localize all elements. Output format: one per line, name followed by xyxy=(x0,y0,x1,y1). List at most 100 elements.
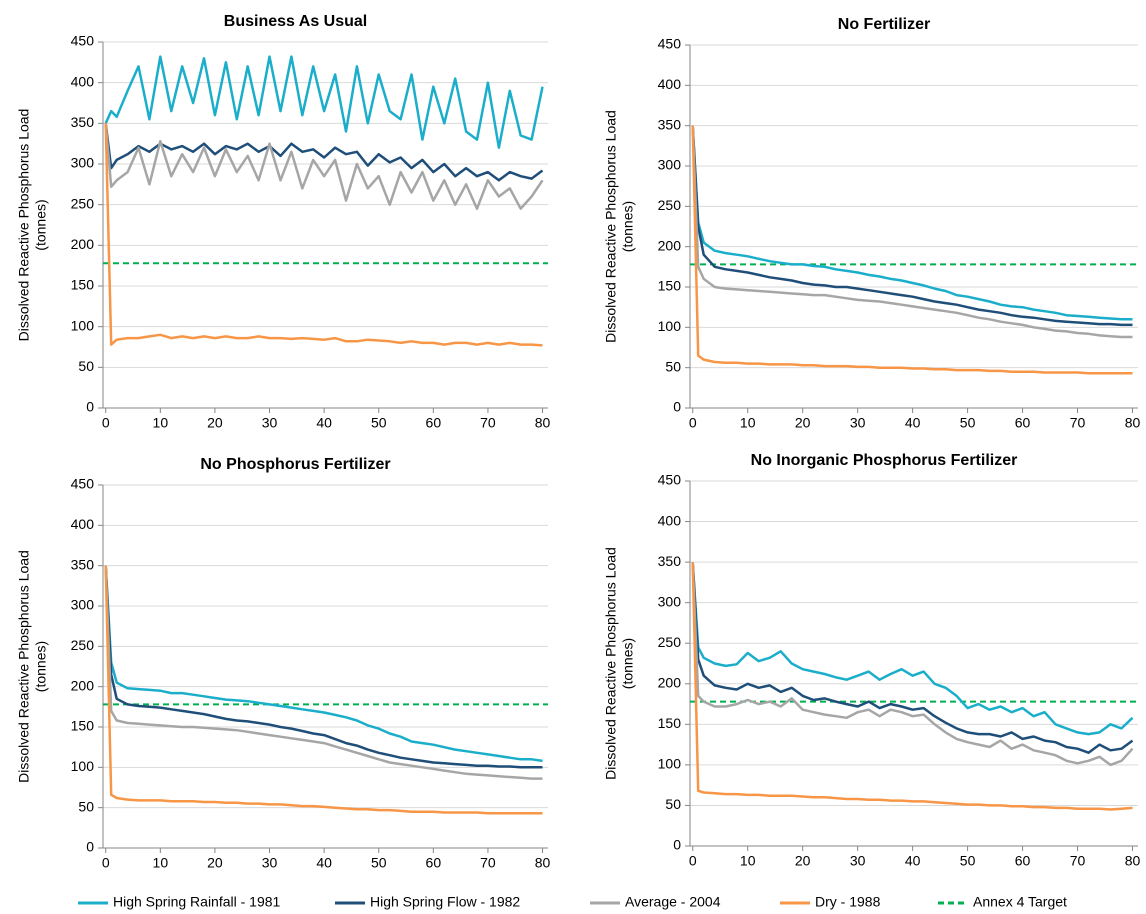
y-tick-label: 250 xyxy=(658,634,682,650)
y-tick-label: 0 xyxy=(86,839,94,855)
y-axis-label: (tonnes) xyxy=(620,638,636,689)
legend-label: Dry - 1988 xyxy=(815,894,881,910)
series-line: Dry - 1988 xyxy=(691,125,1133,375)
x-tick-label: 60 xyxy=(426,415,442,431)
legend-label: Annex 4 Target xyxy=(973,894,1067,910)
x-tick-label: 70 xyxy=(480,415,496,431)
y-tick-label: 400 xyxy=(71,516,95,532)
y-tick-label: 50 xyxy=(665,358,681,374)
y-axis-label: Dissolved Reactive Phosphorus Load xyxy=(603,547,619,780)
series-line: Dry - 1988 xyxy=(691,562,1133,811)
y-axis-label: Dissolved Reactive Phosphorus Load xyxy=(603,110,619,343)
series-line: High Spring Rainfall - 1981 xyxy=(691,125,1133,321)
x-tick-label: 40 xyxy=(316,855,332,871)
x-tick-label: 20 xyxy=(795,415,811,431)
y-tick-label: 0 xyxy=(673,399,681,415)
series-line: Average - 2004 xyxy=(691,125,1133,339)
x-tick-label: 30 xyxy=(262,855,278,871)
x-tick-label: 10 xyxy=(740,853,756,869)
y-tick-label: 400 xyxy=(658,512,682,528)
y-tick-label: 450 xyxy=(658,472,682,488)
x-tick-label: 80 xyxy=(535,855,551,871)
y-tick-label: 200 xyxy=(658,237,682,253)
legend-label: High Spring Rainfall - 1981 xyxy=(113,894,281,910)
x-tick-label: 10 xyxy=(740,415,756,431)
y-tick-label: 50 xyxy=(665,796,681,812)
x-tick-label: 0 xyxy=(102,855,110,871)
series-line: High Spring Flow - 1982 xyxy=(104,565,543,769)
x-tick-label: 60 xyxy=(1015,853,1031,869)
x-tick-label: 70 xyxy=(1070,853,1086,869)
y-tick-label: 100 xyxy=(71,758,95,774)
y-tick-label: 350 xyxy=(658,553,682,569)
x-tick-label: 30 xyxy=(262,415,278,431)
y-tick-label: 300 xyxy=(71,597,95,613)
series-line: Dry - 1988 xyxy=(104,565,543,815)
x-tick-label: 30 xyxy=(850,853,866,869)
series-line: High Spring Flow - 1982 xyxy=(691,125,1133,327)
x-tick-label: 80 xyxy=(535,415,551,431)
x-tick-label: 40 xyxy=(905,853,921,869)
y-tick-label: 350 xyxy=(71,556,95,572)
x-tick-label: 50 xyxy=(960,415,976,431)
y-tick-label: 200 xyxy=(658,674,682,690)
x-tick-label: 40 xyxy=(316,415,332,431)
y-tick-label: 50 xyxy=(78,358,94,374)
y-tick-label: 150 xyxy=(71,718,95,734)
x-tick-label: 80 xyxy=(1125,853,1141,869)
y-tick-label: 150 xyxy=(658,715,682,731)
series-line xyxy=(104,55,544,149)
y-tick-label: 200 xyxy=(71,677,95,693)
y-axis-label: (tonnes) xyxy=(33,641,49,692)
y-tick-label: 450 xyxy=(71,476,95,492)
x-tick-label: 10 xyxy=(153,855,169,871)
x-tick-label: 80 xyxy=(1125,415,1141,431)
y-tick-label: 250 xyxy=(71,195,95,211)
x-tick-label: 70 xyxy=(480,855,496,871)
x-tick-label: 20 xyxy=(207,855,223,871)
y-tick-label: 350 xyxy=(71,114,95,130)
y-tick-label: 0 xyxy=(673,837,681,853)
y-tick-label: 400 xyxy=(71,73,95,89)
y-tick-label: 300 xyxy=(658,593,682,609)
y-axis-label: (tonnes) xyxy=(620,201,636,252)
y-axis-label: Dissolved Reactive Phosphorus Load xyxy=(16,550,32,783)
y-tick-label: 300 xyxy=(71,155,95,171)
x-tick-label: 20 xyxy=(207,415,223,431)
chart-title: Business As Usual xyxy=(224,13,367,30)
y-axis-label: Dissolved Reactive Phosphorus Load xyxy=(16,109,32,342)
series-line: High Spring Flow - 1982 xyxy=(691,562,1134,754)
x-tick-label: 0 xyxy=(689,415,697,431)
series-line xyxy=(104,123,543,347)
y-tick-label: 150 xyxy=(658,278,682,294)
chart-title: No Phosphorus Fertilizer xyxy=(200,456,390,473)
y-tick-label: 0 xyxy=(86,399,94,415)
x-tick-label: 60 xyxy=(1015,415,1031,431)
x-tick-label: 40 xyxy=(905,415,921,431)
y-tick-label: 450 xyxy=(658,36,682,52)
series-line: High Spring Rainfall - 1981 xyxy=(104,565,543,763)
y-tick-label: 100 xyxy=(658,756,682,772)
chart-title: No Inorganic Phosphorus Fertilizer xyxy=(751,452,1018,469)
x-tick-label: 60 xyxy=(426,855,442,871)
y-tick-label: 50 xyxy=(78,798,94,814)
x-tick-label: 30 xyxy=(850,415,866,431)
y-tick-label: 250 xyxy=(71,637,95,653)
legend-label: Average - 2004 xyxy=(625,894,721,910)
series-line: Average - 2004 xyxy=(691,562,1134,767)
chart-title: No Fertilizer xyxy=(838,16,930,33)
series-line xyxy=(104,123,544,182)
y-tick-label: 450 xyxy=(71,33,95,49)
series-line: Average - 2004 xyxy=(104,565,543,780)
x-tick-label: 50 xyxy=(960,853,976,869)
x-tick-label: 50 xyxy=(371,855,387,871)
x-tick-label: 0 xyxy=(689,853,697,869)
y-tick-label: 100 xyxy=(658,318,682,334)
x-tick-label: 10 xyxy=(153,415,169,431)
y-tick-label: 250 xyxy=(658,197,682,213)
y-axis-label: (tonnes) xyxy=(33,199,49,250)
x-tick-label: 70 xyxy=(1070,415,1086,431)
legend-label: High Spring Flow - 1982 xyxy=(370,894,520,910)
